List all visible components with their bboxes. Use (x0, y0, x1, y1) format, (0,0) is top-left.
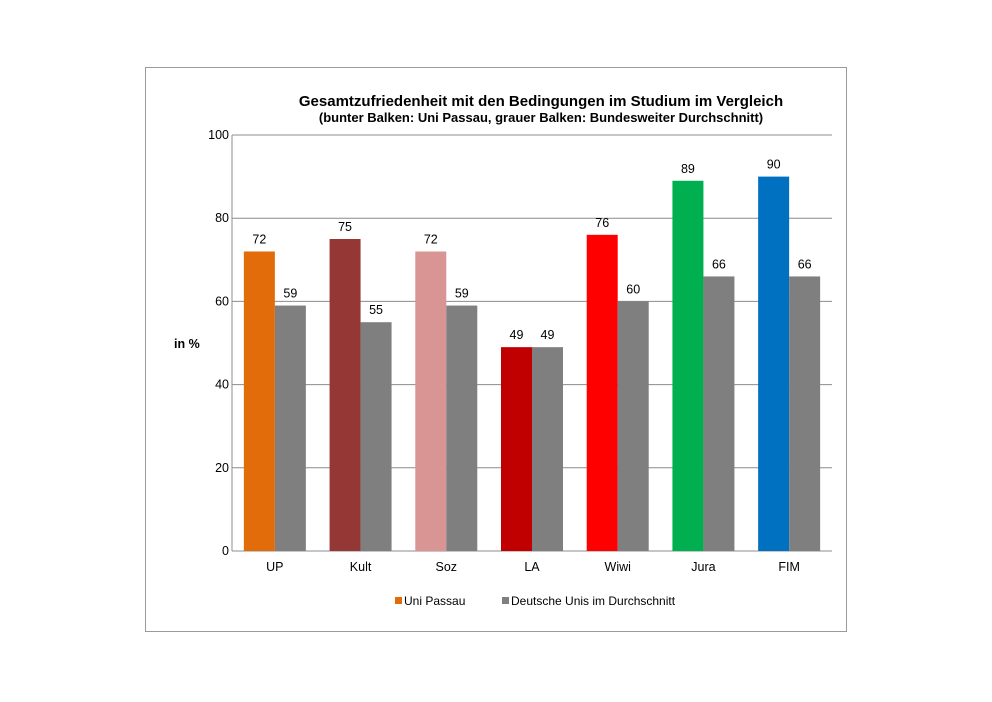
bars (243, 176, 821, 552)
data-label-uni-passau: 49 (510, 328, 524, 342)
legend-label-uni-passau: Uni Passau (404, 594, 465, 608)
bar-chart: Gesamtzufriedenheit mit den Bedingungen … (174, 93, 832, 608)
bar-uni-passau-fim (758, 176, 790, 551)
category-label-wiwi: Wiwi (605, 560, 631, 574)
bar-uni-passau-up (243, 251, 275, 552)
bar-durchschnitt-fim (789, 276, 821, 551)
category-label-fim: FIM (778, 560, 800, 574)
data-label-durchschnitt: 55 (369, 303, 383, 317)
category-label-la: LA (524, 560, 540, 574)
bar-uni-passau-wiwi (586, 234, 618, 551)
data-label-uni-passau: 76 (595, 216, 609, 230)
data-labels: 72 59 75 55 72 59 49 49 76 60 89 66 90 66 (252, 158, 811, 343)
data-label-durchschnitt: 59 (455, 287, 469, 301)
legend-swatch-uni-passau (395, 597, 402, 604)
category-label-soz: Soz (436, 560, 458, 574)
bar-durchschnitt-wiwi (617, 301, 649, 551)
bar-uni-passau-jura (672, 180, 704, 551)
data-label-uni-passau: 75 (338, 220, 352, 234)
bar-durchschnitt-kult (360, 322, 392, 551)
data-label-durchschnitt: 49 (541, 328, 555, 342)
bar-durchschnitt-jura (703, 276, 735, 551)
y-tick-label: 0 (222, 544, 229, 558)
category-label-jura: Jura (691, 560, 715, 574)
data-label-durchschnitt: 59 (283, 287, 297, 301)
bar-durchschnitt-soz (446, 305, 478, 551)
bar-uni-passau-kult (329, 239, 361, 551)
data-label-durchschnitt: 66 (712, 257, 726, 271)
data-label-durchschnitt: 60 (626, 282, 640, 296)
category-label-up: UP (266, 560, 283, 574)
bar-durchschnitt-up (274, 305, 306, 551)
legend-label-durchschnitt: Deutsche Unis im Durchschnitt (511, 594, 676, 608)
bar-uni-passau-soz (415, 251, 447, 552)
chart-subtitle: (bunter Balken: Uni Passau, grauer Balke… (319, 110, 763, 125)
y-tick-label: 20 (215, 461, 229, 475)
legend-swatch-durchschnitt (502, 597, 509, 604)
y-tick-label: 80 (215, 211, 229, 225)
data-label-uni-passau: 72 (252, 232, 266, 246)
y-tick-labels: 0 20 40 60 80 100 (208, 128, 229, 558)
bar-durchschnitt-la (532, 347, 563, 551)
y-tick-label: 40 (215, 378, 229, 392)
data-label-uni-passau: 90 (767, 158, 781, 172)
legend: Uni Passau Deutsche Unis im Durchschnitt (395, 594, 676, 608)
category-label-kult: Kult (350, 560, 372, 574)
chart-title: Gesamtzufriedenheit mit den Bedingungen … (299, 93, 783, 110)
data-label-uni-passau: 89 (681, 162, 695, 176)
data-label-uni-passau: 72 (424, 232, 438, 246)
y-axis-label: in % (174, 337, 200, 351)
bar-uni-passau-la (501, 347, 532, 551)
chart-frame: Gesamtzufriedenheit mit den Bedingungen … (145, 67, 847, 632)
y-tick-label: 60 (215, 294, 229, 308)
data-label-durchschnitt: 66 (798, 257, 812, 271)
category-labels: UP Kult Soz LA Wiwi Jura FIM (266, 560, 800, 574)
y-tick-label: 100 (208, 128, 229, 142)
